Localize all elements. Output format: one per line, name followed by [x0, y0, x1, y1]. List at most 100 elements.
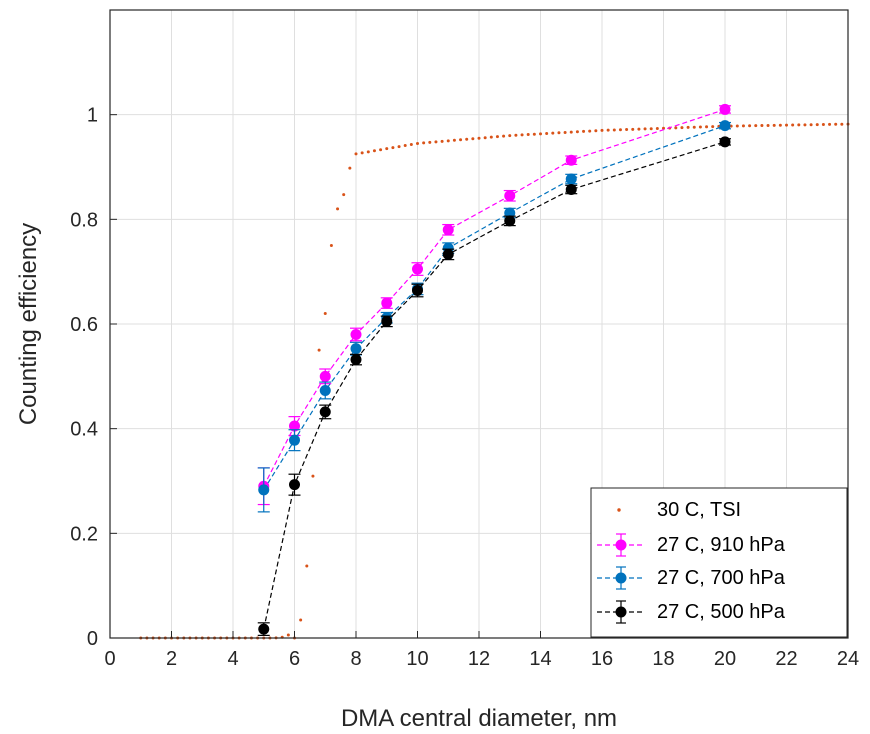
data-point: [504, 215, 516, 227]
tsi-point: [366, 150, 370, 154]
tsi-point: [483, 136, 487, 140]
y-tick-label: 0.6: [70, 314, 98, 336]
tsi-point: [477, 136, 481, 140]
tsi-point: [452, 138, 456, 142]
tsi-point: [625, 128, 629, 132]
data-point: [719, 120, 731, 132]
tsi-point: [391, 146, 395, 150]
data-point: [350, 354, 362, 366]
data-point: [289, 434, 300, 446]
x-tick-label: 14: [529, 648, 551, 670]
y-tick-label: 0.2: [70, 523, 98, 545]
tsi-point: [323, 312, 327, 316]
tsi-point: [465, 137, 469, 141]
tsi-point: [686, 125, 690, 129]
tsi-point: [637, 127, 641, 131]
y-axis-label: Counting efficiency: [15, 223, 42, 425]
data-point: [719, 136, 731, 148]
legend-marker: [615, 606, 627, 618]
x-tick-label: 4: [227, 648, 238, 670]
tsi-point: [674, 126, 678, 130]
y-tick-label: 0.8: [70, 209, 98, 231]
tsi-point: [514, 133, 518, 137]
tsi-point: [600, 128, 604, 132]
tsi-point: [741, 124, 745, 128]
data-point: [258, 623, 270, 635]
tsi-point: [760, 124, 764, 128]
tsi-point: [594, 129, 598, 133]
data-point: [412, 263, 423, 275]
data-point: [565, 184, 577, 196]
tsi-point: [662, 126, 665, 130]
tsi-point: [834, 122, 838, 126]
y-tick-label: 0.4: [70, 419, 98, 441]
series-line: [263, 141, 726, 630]
tsi-point: [317, 348, 321, 352]
tsi-point: [618, 128, 622, 132]
tsi-point: [828, 122, 832, 126]
tsi-point: [342, 193, 346, 197]
data-point: [350, 328, 362, 340]
tsi-point: [569, 130, 573, 134]
tsi-point: [471, 137, 475, 141]
tsi-point: [329, 244, 333, 247]
x-tick-label: 24: [837, 648, 859, 670]
x-tick-label: 10: [406, 648, 428, 670]
x-tick-label: 8: [350, 648, 361, 670]
x-tick-label: 12: [468, 648, 490, 670]
x-tick-label: 18: [652, 648, 674, 670]
tsi-point: [766, 123, 770, 127]
tsi-point: [575, 130, 579, 134]
tsi-point: [489, 135, 493, 139]
tsi-point: [606, 128, 610, 132]
legend: 30 C, TSI 27 C, 910 hPa 27 C, 700 hPa 27 C,…: [590, 487, 848, 638]
tsi-point: [748, 124, 752, 128]
tsi-point: [440, 139, 444, 143]
tsi-point: [754, 124, 758, 128]
data-point: [565, 154, 577, 166]
tsi-point: [809, 123, 813, 127]
tsi-point: [791, 123, 795, 127]
data-point: [719, 103, 731, 115]
tsi-point: [680, 126, 684, 130]
tsi-point: [379, 148, 383, 152]
tsi-point: [397, 145, 401, 149]
tsi-point: [416, 141, 419, 145]
data-point: [319, 370, 331, 382]
tsi-point: [428, 140, 432, 144]
tsi-point: [705, 125, 709, 129]
tsi-point: [551, 131, 555, 135]
tsi-point: [403, 144, 407, 148]
series-line: [263, 125, 726, 491]
tsi-point: [588, 129, 592, 133]
legend-label: 27 C, 700 hPa: [657, 567, 786, 589]
data-point: [381, 315, 393, 327]
legend-label: 27 C, 500 hPa: [657, 601, 786, 623]
tsi-point: [778, 123, 782, 127]
plot-frame: [109, 9, 849, 639]
tsi-point: [305, 564, 309, 568]
tsi-point: [348, 166, 352, 170]
x-axis-label: DMA central diameter, nm: [341, 705, 617, 732]
tsi-point: [520, 133, 524, 137]
tsi-point: [692, 125, 696, 129]
data-point: [412, 285, 423, 297]
data-point: [350, 343, 362, 355]
x-tick-label: 20: [714, 648, 736, 670]
tsi-point: [311, 474, 315, 478]
legend-marker: [615, 572, 627, 584]
tsi-point: [821, 123, 825, 127]
tsi-point: [815, 123, 819, 127]
x-tick-label: 0: [104, 648, 115, 670]
tsi-point: [532, 132, 536, 136]
x-tick-label: 16: [591, 648, 613, 670]
tsi-point: [631, 127, 635, 131]
tsi-point: [649, 127, 653, 131]
tsi-point: [446, 139, 450, 143]
tsi-point: [495, 135, 499, 139]
tsi-point: [655, 126, 659, 130]
data-point: [319, 406, 331, 418]
tsi-point: [286, 633, 290, 637]
tsi-point: [563, 130, 567, 134]
tsi-point: [459, 138, 463, 142]
